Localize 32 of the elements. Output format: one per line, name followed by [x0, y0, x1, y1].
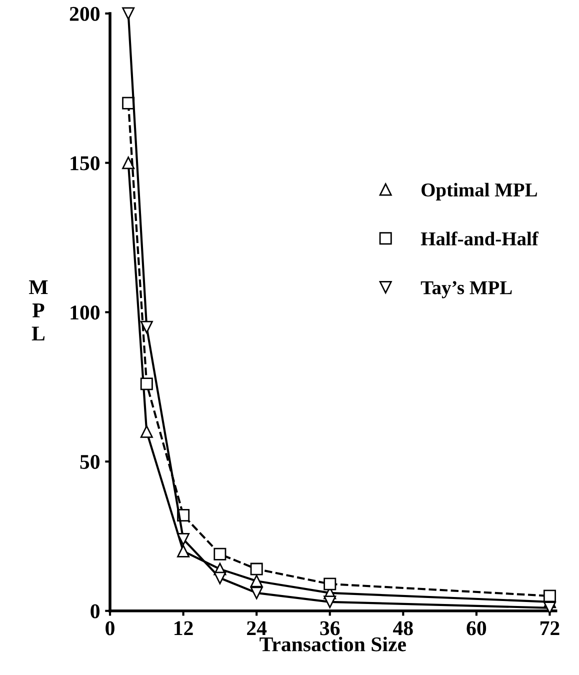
point — [122, 156, 135, 170]
point — [250, 574, 263, 588]
x-tick-label: 48 — [393, 621, 413, 636]
x-axis-title: Transaction Size — [260, 636, 406, 652]
point — [324, 596, 336, 608]
x-tick-label: 0 — [106, 621, 114, 636]
point — [543, 590, 556, 602]
point — [324, 578, 336, 590]
point — [250, 586, 263, 600]
y-axis-title: M P L — [29, 280, 48, 340]
y-tick-label: 150 — [70, 156, 100, 170]
legend-label: Half-and-Half — [420, 232, 539, 246]
point — [250, 562, 263, 576]
point — [140, 378, 153, 390]
x-tick-label: 36 — [320, 621, 340, 636]
point — [140, 425, 153, 438]
legend-label: Tay’s MPL — [420, 281, 512, 298]
y-tick-label: 50 — [80, 454, 100, 469]
y-tick-label: 200 — [70, 6, 100, 21]
x-tick-label: 12 — [174, 621, 193, 636]
point — [140, 320, 153, 334]
y-tick-label: 100 — [70, 306, 100, 320]
point — [122, 7, 135, 20]
x-tick-label: 72 — [540, 621, 560, 636]
legend-label: Optimal MPL — [422, 182, 537, 200]
point — [214, 548, 226, 560]
point — [177, 532, 190, 546]
x-tick-label: 60 — [466, 621, 486, 636]
x-tick-label: 24 — [247, 621, 267, 636]
y-tick-label: 0 — [90, 604, 100, 618]
point — [214, 572, 226, 584]
point — [177, 544, 190, 558]
